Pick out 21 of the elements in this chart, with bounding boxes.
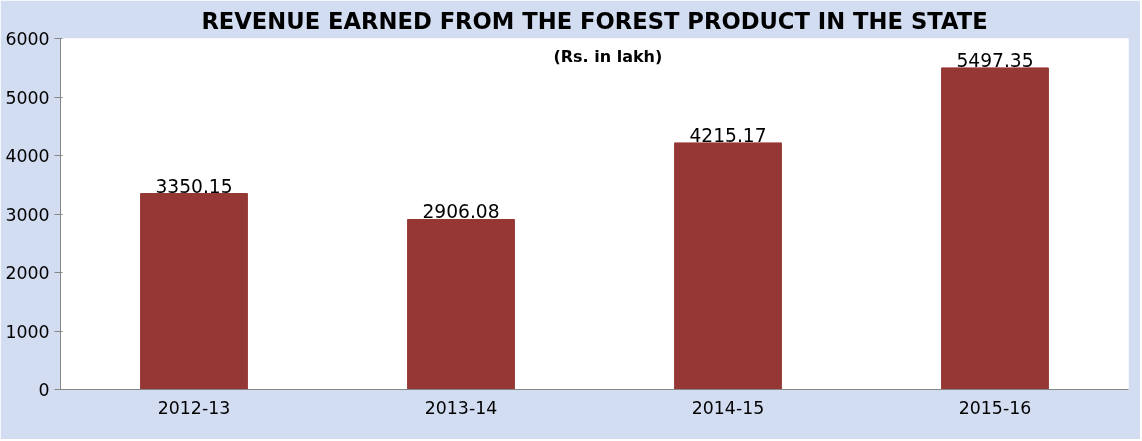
bar (674, 142, 782, 390)
y-tick-label: 5000 (5, 87, 50, 108)
bar (941, 67, 1049, 390)
y-tick-label: 3000 (5, 204, 50, 225)
data-label: 2906.08 (422, 201, 500, 223)
y-tick-label: 2000 (5, 263, 50, 283)
data-label: 4215.17 (689, 124, 767, 146)
x-tick-label: 2013-14 (424, 397, 498, 418)
data-label: 3350.15 (155, 175, 233, 197)
x-tick-label: 2015-16 (958, 397, 1032, 418)
y-tick-label: 6000 (5, 29, 50, 49)
chart-title: REVENUE EARNED FROM THE FOREST PRODUCT IN THE STATE (201, 7, 988, 34)
y-tick-label: 1000 (5, 321, 50, 342)
bar (140, 193, 248, 390)
bar (407, 218, 515, 390)
data-label: 5497.35 (956, 49, 1034, 71)
y-tick-label: 4000 (5, 146, 50, 166)
x-tick-label: 2014-15 (691, 397, 765, 418)
text: (Rs. in lakh) (553, 46, 663, 66)
y-tick-label: 0 (38, 380, 50, 400)
x-tick-label: 2012-13 (157, 397, 231, 418)
